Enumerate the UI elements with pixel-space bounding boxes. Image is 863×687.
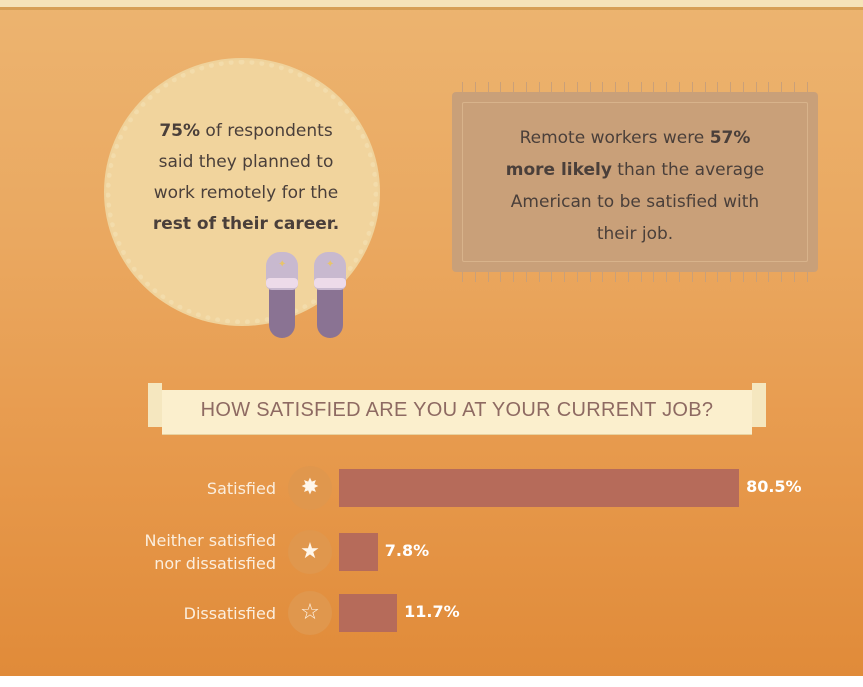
callout-text-bold: more likely bbox=[505, 160, 612, 180]
banner-tab-right bbox=[752, 383, 766, 427]
category-label: Satisfied bbox=[206, 478, 276, 498]
bar bbox=[339, 469, 740, 507]
rug-fringe-bottom bbox=[462, 272, 808, 282]
top-border bbox=[0, 0, 863, 10]
rectangle-rug-illustration bbox=[452, 92, 818, 272]
chart-title: HOW SATISFIED ARE YOU AT YOUR CURRENT JO… bbox=[200, 399, 714, 421]
outline-star-icon: ☆ bbox=[288, 591, 332, 635]
bottom-edge bbox=[0, 676, 863, 687]
value-label: 80.5% bbox=[746, 477, 802, 496]
slipper-right-icon: ✦ bbox=[314, 252, 346, 338]
callout-text: than the average bbox=[611, 160, 765, 180]
bar bbox=[339, 594, 398, 632]
callout-text-bold: rest of their career. bbox=[152, 214, 340, 234]
rug-inner-border bbox=[462, 102, 808, 262]
value-label: 11.7% bbox=[404, 602, 460, 621]
callout-text: American to be satisfied with bbox=[510, 192, 760, 212]
rug-fringe-top bbox=[462, 82, 808, 92]
chart-title-banner bbox=[162, 390, 752, 434]
callout-stat: 75% bbox=[159, 121, 201, 141]
callout-stat: 57% bbox=[709, 128, 751, 148]
circle-rug-illustration bbox=[106, 60, 378, 324]
callout-text: Remote workers were bbox=[519, 128, 710, 148]
bar bbox=[339, 533, 378, 571]
category-label: Neither satisfied nor dissatisfied bbox=[144, 531, 276, 573]
banner-tab-left bbox=[148, 383, 162, 427]
slipper-left-icon: ✦ bbox=[266, 252, 298, 338]
callout-text: said they planned to bbox=[158, 152, 334, 172]
filled-star-icon: ★ bbox=[288, 530, 332, 574]
callout-text: of respondents bbox=[200, 121, 333, 141]
callout-text: their job. bbox=[596, 224, 674, 244]
satisfaction-likelihood-callout: Remote workers were 57% more likely than… bbox=[474, 122, 796, 250]
callout-text: work remotely for the bbox=[153, 183, 339, 203]
sparkle-star-icon: ✸ bbox=[288, 466, 332, 510]
category-label: Dissatisfied bbox=[183, 603, 276, 623]
career-remote-callout: 75% of respondents said they planned to … bbox=[130, 116, 362, 240]
value-label: 7.8% bbox=[384, 541, 430, 560]
